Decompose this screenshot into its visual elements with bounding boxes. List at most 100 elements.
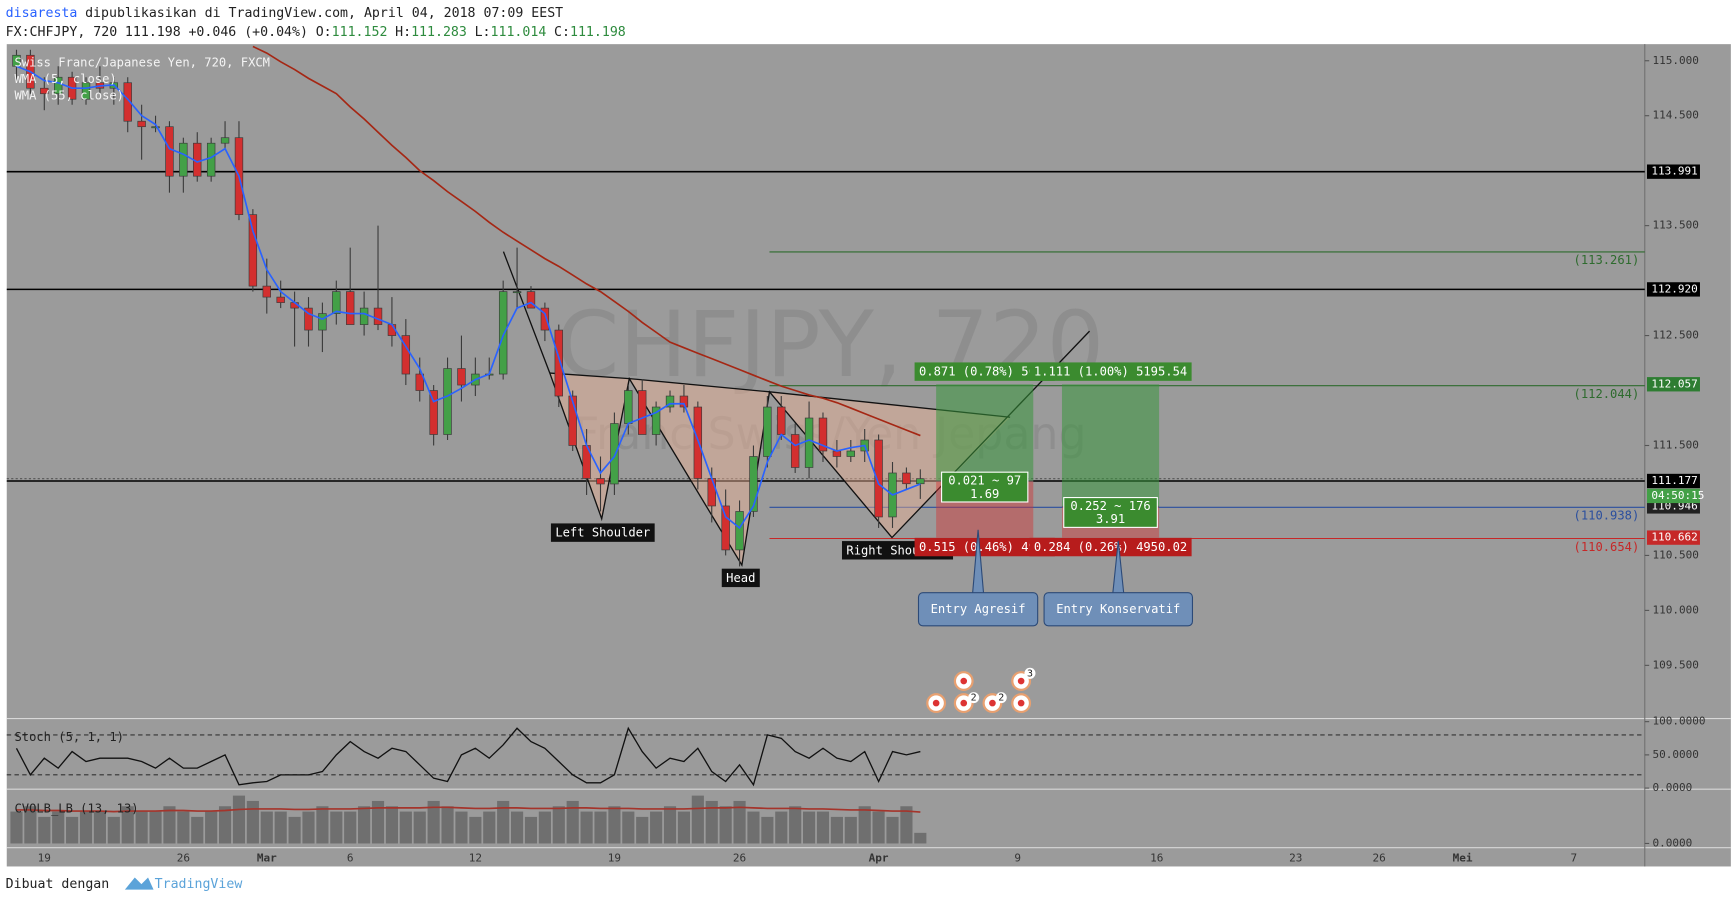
- ratio-label-bg: [941, 471, 1029, 503]
- volume-bar: [594, 811, 607, 844]
- volume-bar: [371, 800, 385, 844]
- candle-body: [874, 439, 883, 518]
- pane-title: Stoch (5, 1, 1): [14, 730, 124, 744]
- ohlc-key: L:: [475, 25, 491, 40]
- volume-bar: [650, 811, 663, 844]
- legend-title: Swiss Franc/Japanese Yen, 720, FXCM: [14, 55, 270, 69]
- candle-body: [526, 291, 536, 309]
- change: +0.046 (+0.04%): [188, 25, 308, 40]
- volume-bar: [121, 806, 134, 844]
- axis-label-bg: [1646, 530, 1700, 545]
- ma-line: [16, 65, 921, 530]
- volume-bar: [107, 816, 120, 844]
- x-tick-label: 26: [733, 852, 746, 865]
- stop-label: 0.284 (0.26%) 4950.02: [1034, 540, 1187, 554]
- volume-bar: [38, 816, 51, 844]
- candle-body: [749, 456, 758, 512]
- y-tick-label: 115.000: [1652, 54, 1698, 67]
- annotation: Head: [726, 571, 755, 585]
- candle-body: [790, 434, 800, 468]
- candle-body: [332, 291, 341, 314]
- candle-body: [429, 390, 438, 435]
- axis-label: 112.057: [1651, 377, 1697, 390]
- candle-body: [54, 76, 63, 95]
- volume-bar: [761, 816, 774, 844]
- position-level-label: (113.261): [1574, 253, 1640, 267]
- volume-bar: [191, 816, 204, 844]
- volume-bar: [413, 811, 426, 844]
- axis-label: 113.991: [1651, 165, 1697, 178]
- candle-body: [457, 368, 466, 386]
- y-tick-label: 114.500: [1652, 109, 1698, 122]
- brand-logo: [124, 877, 154, 890]
- volume-bar: [427, 800, 440, 844]
- ratio-label: 0.021 ~ 97: [948, 474, 1021, 488]
- x-tick-label: 7: [1571, 852, 1578, 865]
- volume-bar: [330, 811, 343, 844]
- x-tick-label: 12: [469, 852, 482, 865]
- volume-bar: [789, 806, 802, 844]
- brand[interactable]: TradingView: [155, 877, 243, 892]
- volume-bar: [177, 811, 190, 844]
- header-line-2: FX:CHFJPY, 720 111.198 +0.046 (+0.04%) O:11…: [6, 25, 626, 40]
- candle-body: [651, 406, 661, 435]
- ohlc-key: O:: [316, 25, 332, 40]
- event-badge: 3: [1027, 668, 1033, 679]
- volume-bar: [691, 795, 704, 844]
- volume-bar: [705, 800, 718, 844]
- volume-bar: [163, 806, 176, 844]
- candle-body: [818, 417, 828, 452]
- stop-label-bg: [1029, 537, 1192, 557]
- volume-bar: [149, 811, 162, 844]
- volume-bar: [52, 811, 65, 844]
- volume-bar: [93, 811, 106, 844]
- position-level-label: (110.654): [1574, 540, 1640, 554]
- volume-bar: [205, 811, 218, 844]
- candle-body: [512, 291, 522, 294]
- volume-bar: [775, 811, 788, 844]
- author[interactable]: disaresta: [6, 6, 78, 21]
- volume-bar: [469, 816, 482, 844]
- y-tick-label: 110.500: [1652, 548, 1698, 561]
- header-line-1: disaresta dipublikasikan di TradingView.c…: [6, 6, 564, 21]
- volume-bar: [399, 811, 412, 844]
- volume-bar: [358, 806, 371, 844]
- annotation-bg: [550, 523, 655, 542]
- y-tick-label: 110.000: [1652, 603, 1698, 616]
- volume-bar: [302, 811, 315, 844]
- volume-bar: [663, 806, 677, 844]
- candle-body: [248, 214, 258, 287]
- y-tick-label: 50.0000: [1652, 748, 1698, 761]
- volume-bar: [497, 800, 510, 844]
- axis-label-bg: [1646, 164, 1700, 179]
- candle-body: [777, 406, 786, 435]
- candle-body: [262, 285, 271, 298]
- axis-label: 110.662: [1651, 531, 1697, 544]
- axis-label: 112.920: [1651, 282, 1697, 295]
- candle-body: [346, 291, 355, 325]
- ohlc-key: H:: [395, 25, 411, 40]
- published: dipublikasikan di TradingView.com, April…: [85, 6, 563, 21]
- volume-bar: [441, 806, 454, 844]
- x-tick-label: 9: [1014, 852, 1021, 865]
- volume-bar: [566, 800, 579, 844]
- volume-bar: [622, 811, 635, 844]
- volume-bar: [232, 795, 246, 844]
- event-dot: [1017, 677, 1025, 685]
- candle-body: [568, 395, 577, 446]
- candle-body: [443, 368, 452, 435]
- candle-body: [81, 82, 91, 100]
- x-tick-label: 19: [608, 852, 621, 865]
- candle-body: [318, 313, 327, 331]
- pane-title: CVOLB_LB (13, 13): [14, 802, 138, 816]
- target-label: 0.871 (0.78%) 5084: [919, 365, 1050, 379]
- candle-body: [846, 450, 855, 457]
- callout-bg: [917, 592, 1039, 627]
- candle-body: [373, 307, 383, 325]
- volume-bar: [858, 806, 871, 844]
- x-tick-label: Mei: [1453, 852, 1473, 865]
- y-tick-label: 100.0000: [1652, 715, 1705, 728]
- ratio: 1.69: [970, 487, 999, 501]
- volume-bar: [552, 806, 565, 844]
- volume-bar: [385, 806, 398, 844]
